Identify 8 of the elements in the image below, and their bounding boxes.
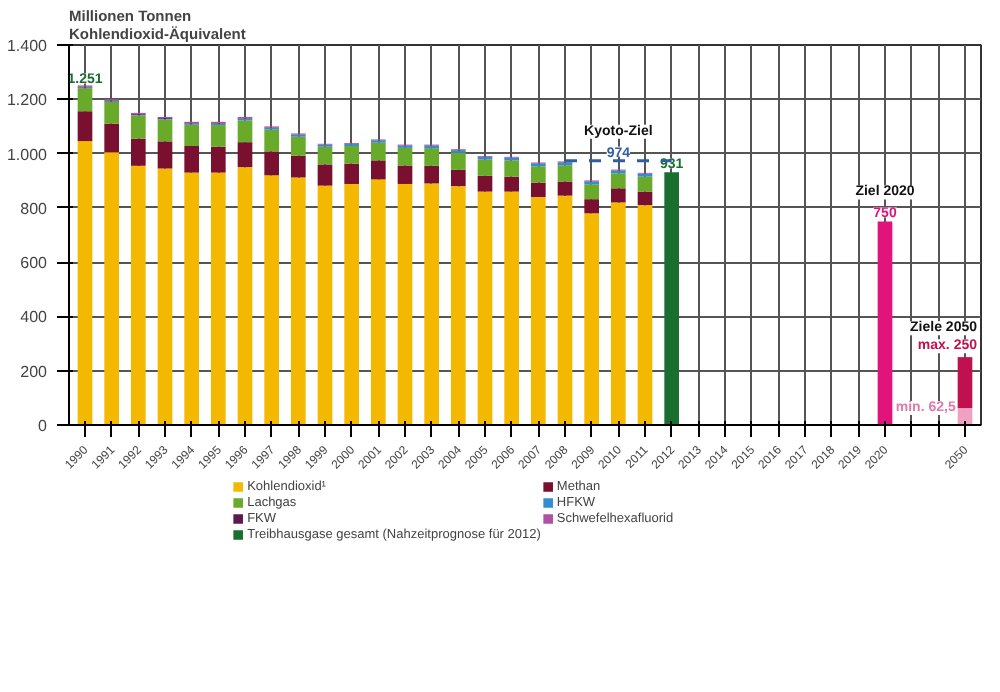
y-tick-label: 200: [20, 362, 49, 381]
y-tick-label: 1.000: [6, 145, 49, 164]
y-tick-label: 800: [20, 199, 49, 218]
y-tick-label: 1.400: [6, 37, 49, 55]
y-tick-label: 0: [38, 417, 49, 435]
y-tick-label: 1.200: [6, 91, 49, 110]
y-tick-label: 400: [20, 308, 49, 327]
y-tick-label: 600: [20, 254, 49, 273]
